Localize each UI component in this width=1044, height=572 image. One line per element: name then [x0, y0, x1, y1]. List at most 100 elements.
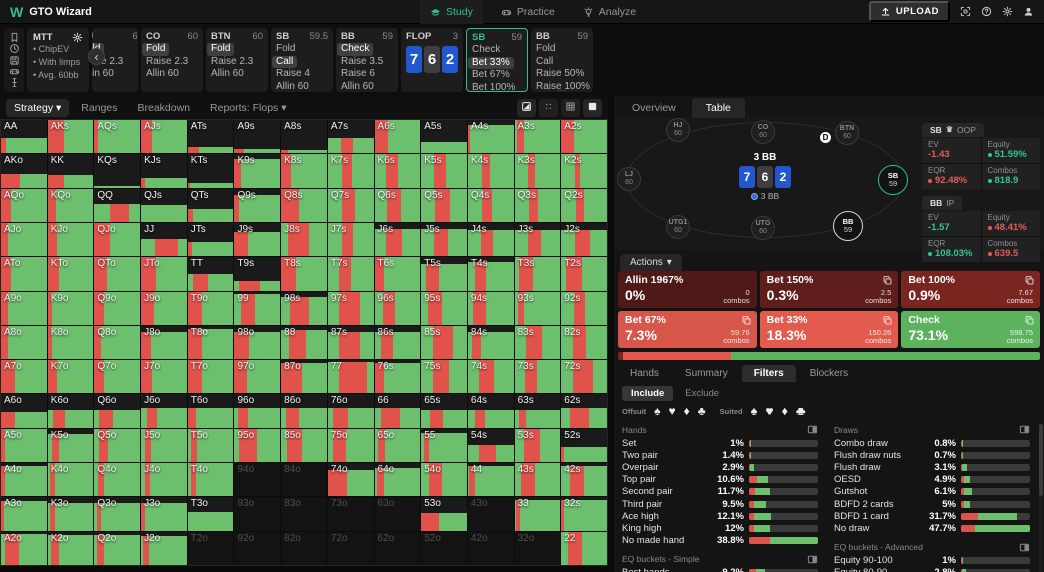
hand-cell-77[interactable]: 77	[327, 360, 374, 394]
hand-cell-A7s[interactable]: A7s	[327, 120, 374, 154]
hand-cell-94o[interactable]: 94o	[234, 463, 281, 497]
tool-tab-reports-flops[interactable]: Reports: Flops ▾	[210, 101, 287, 114]
hand-cell-T6o[interactable]: T6o	[187, 394, 234, 428]
filter-row-equity-90-100[interactable]: Equity 90-100 1%	[834, 555, 1030, 567]
action-option[interactable]: Allin 60	[146, 68, 179, 79]
section-toggle-icon[interactable]	[807, 424, 818, 435]
hand-cell-52o[interactable]: 52o	[421, 531, 467, 565]
settings-icon[interactable]	[1002, 6, 1013, 17]
stats-tab-bb[interactable]: BB IP	[922, 196, 963, 210]
action-option[interactable]: Allin 60	[341, 80, 374, 92]
hand-cell-T2o[interactable]: T2o	[187, 531, 234, 565]
text-cursor-icon[interactable]	[9, 77, 20, 88]
seat-btn[interactable]: BTN 60	[835, 121, 859, 145]
hand-cell-Q4s[interactable]: Q4s	[467, 188, 514, 222]
hand-cell-AKs[interactable]: AKs	[47, 120, 94, 154]
action-option[interactable]: Call	[272, 55, 328, 68]
hand-cell-95s[interactable]: 95s	[421, 291, 467, 325]
hand-cell-T3s[interactable]: T3s	[514, 257, 561, 291]
action-option[interactable]: Fold	[276, 43, 296, 54]
section-toggle-icon[interactable]	[1019, 424, 1030, 435]
hand-cell-66[interactable]: 66	[374, 394, 421, 428]
hand-cell-T8o[interactable]: T8o	[187, 325, 234, 360]
action-option[interactable]: Bet 33%	[468, 56, 522, 69]
hand-cell-A8s[interactable]: A8s	[281, 120, 327, 154]
hand-cell-Q9o[interactable]: Q9o	[94, 291, 141, 325]
hand-cell-A3o[interactable]: A3o	[1, 497, 47, 531]
hand-cell-84s[interactable]: 84s	[467, 325, 514, 360]
hand-cell-54o[interactable]: 54o	[421, 463, 467, 497]
heart-suit-icon[interactable]: ♥	[668, 404, 676, 418]
hand-cell-A2s[interactable]: A2s	[561, 120, 607, 154]
heart-suited-icon[interactable]: ♥♥	[765, 404, 774, 418]
hand-cell-52s[interactable]: 52s	[561, 428, 607, 463]
hand-cell-QQ[interactable]: QQ	[94, 188, 141, 222]
action-option[interactable]: Fold	[207, 43, 263, 56]
hand-cell-72o[interactable]: 72o	[327, 531, 374, 565]
hand-cell-AQs[interactable]: AQs	[94, 120, 141, 154]
action-option[interactable]: Fold	[142, 43, 198, 56]
hand-cell-Q8s[interactable]: Q8s	[281, 188, 327, 222]
nav-tab-analyze[interactable]: Analyze	[573, 0, 646, 24]
hand-cell-KJo[interactable]: KJo	[47, 222, 94, 257]
hand-cell-K3s[interactable]: K3s	[514, 154, 561, 188]
hand-cell-55[interactable]: 55	[421, 428, 467, 463]
hand-cell-Q3o[interactable]: Q3o	[94, 497, 141, 531]
hand-cell-J2o[interactable]: J2o	[141, 531, 187, 565]
scan-icon[interactable]	[960, 6, 971, 17]
action-option[interactable]: Raise 6	[341, 68, 375, 79]
hand-cell-T4s[interactable]: T4s	[467, 257, 514, 291]
hand-cell-73s[interactable]: 73s	[514, 360, 561, 394]
filter-row-third-pair[interactable]: Third pair 9.5%	[622, 498, 818, 510]
hand-cell-J6s[interactable]: J6s	[374, 222, 421, 257]
action-option[interactable]: Raise 2.3	[146, 55, 189, 67]
hand-cell-J5o[interactable]: J5o	[141, 428, 187, 463]
hand-cell-82o[interactable]: 82o	[281, 531, 327, 565]
hand-cell-Q4o[interactable]: Q4o	[94, 463, 141, 497]
hand-cell-95o[interactable]: 95o	[234, 428, 281, 463]
hand-cell-K9s[interactable]: K9s	[234, 154, 281, 188]
action-option[interactable]: Allin 60	[211, 68, 244, 79]
hand-cell-Q8o[interactable]: Q8o	[94, 325, 141, 360]
action-option[interactable]: Allin 60	[92, 68, 114, 79]
analysis-tab-summary[interactable]: Summary	[684, 368, 728, 379]
action-option[interactable]: Check	[472, 44, 501, 55]
hand-cell-T5o[interactable]: T5o	[187, 428, 234, 463]
action-option[interactable]: Raise 50%	[536, 68, 585, 79]
action-option[interactable]: Allin 60	[276, 80, 309, 92]
hand-cell-K6o[interactable]: K6o	[47, 394, 94, 428]
hand-cell-A9s[interactable]: A9s	[234, 120, 281, 154]
hand-cell-76s[interactable]: 76s	[374, 360, 421, 394]
position-column-bb[interactable]: BB 59 Check Raise 3.5 Raise 6 Allin 60	[336, 28, 398, 92]
hand-cell-86s[interactable]: 86s	[374, 325, 421, 360]
hand-cell-K5o[interactable]: K5o	[47, 428, 94, 463]
exclude-toggle[interactable]: Exclude	[685, 388, 720, 399]
hand-cell-J6o[interactable]: J6o	[141, 394, 187, 428]
hand-cell-K5s[interactable]: K5s	[421, 154, 467, 188]
gear-icon[interactable]	[72, 32, 83, 43]
filter-row-two-pair[interactable]: Two pair 1.4%	[622, 449, 818, 461]
hand-cell-43o[interactable]: 43o	[467, 497, 514, 531]
hand-cell-42o[interactable]: 42o	[467, 531, 514, 565]
action-card-bet-100-[interactable]: Bet 100% 0.9% 7.67 combos	[901, 271, 1040, 308]
filter-row-set[interactable]: Set 1%	[622, 437, 818, 449]
section-toggle-icon[interactable]	[1019, 542, 1030, 553]
seat-bb[interactable]: BB 59	[833, 211, 863, 241]
hand-cell-JTo[interactable]: JTo	[141, 257, 187, 291]
hand-cell-Q3s[interactable]: Q3s	[514, 188, 561, 222]
seat-sb[interactable]: SB 59	[878, 165, 908, 195]
club-suit-icon[interactable]: ♣	[697, 404, 706, 418]
hand-cell-K2s[interactable]: K2s	[561, 154, 607, 188]
hand-cell-K7s[interactable]: K7s	[327, 154, 374, 188]
hand-cell-KK[interactable]: KK	[47, 154, 94, 188]
section-toggle-icon[interactable]	[807, 554, 818, 565]
hand-cell-QTs[interactable]: QTs	[187, 188, 234, 222]
hand-cell-K4o[interactable]: K4o	[47, 463, 94, 497]
hand-cell-AQo[interactable]: AQo	[1, 188, 47, 222]
hand-cell-K2o[interactable]: K2o	[47, 531, 94, 565]
filter-row-bdfd-1-card[interactable]: BDFD 1 card 31.7%	[834, 510, 1030, 522]
diamond-suit-icon[interactable]: ♦	[683, 404, 690, 418]
hand-cell-Q5o[interactable]: Q5o	[94, 428, 141, 463]
copy-icon[interactable]	[882, 315, 893, 326]
hand-cell-T7o[interactable]: T7o	[187, 360, 234, 394]
